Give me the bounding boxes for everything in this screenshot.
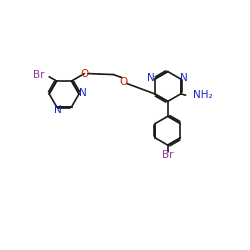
Text: O: O xyxy=(80,68,88,78)
Text: O: O xyxy=(120,76,128,86)
Text: N: N xyxy=(54,105,62,115)
Text: Br: Br xyxy=(33,70,44,80)
Text: NH₂: NH₂ xyxy=(192,90,212,100)
Text: N: N xyxy=(79,88,87,98)
Text: N: N xyxy=(148,73,155,83)
Text: Br: Br xyxy=(162,150,173,160)
Text: N: N xyxy=(180,73,188,83)
